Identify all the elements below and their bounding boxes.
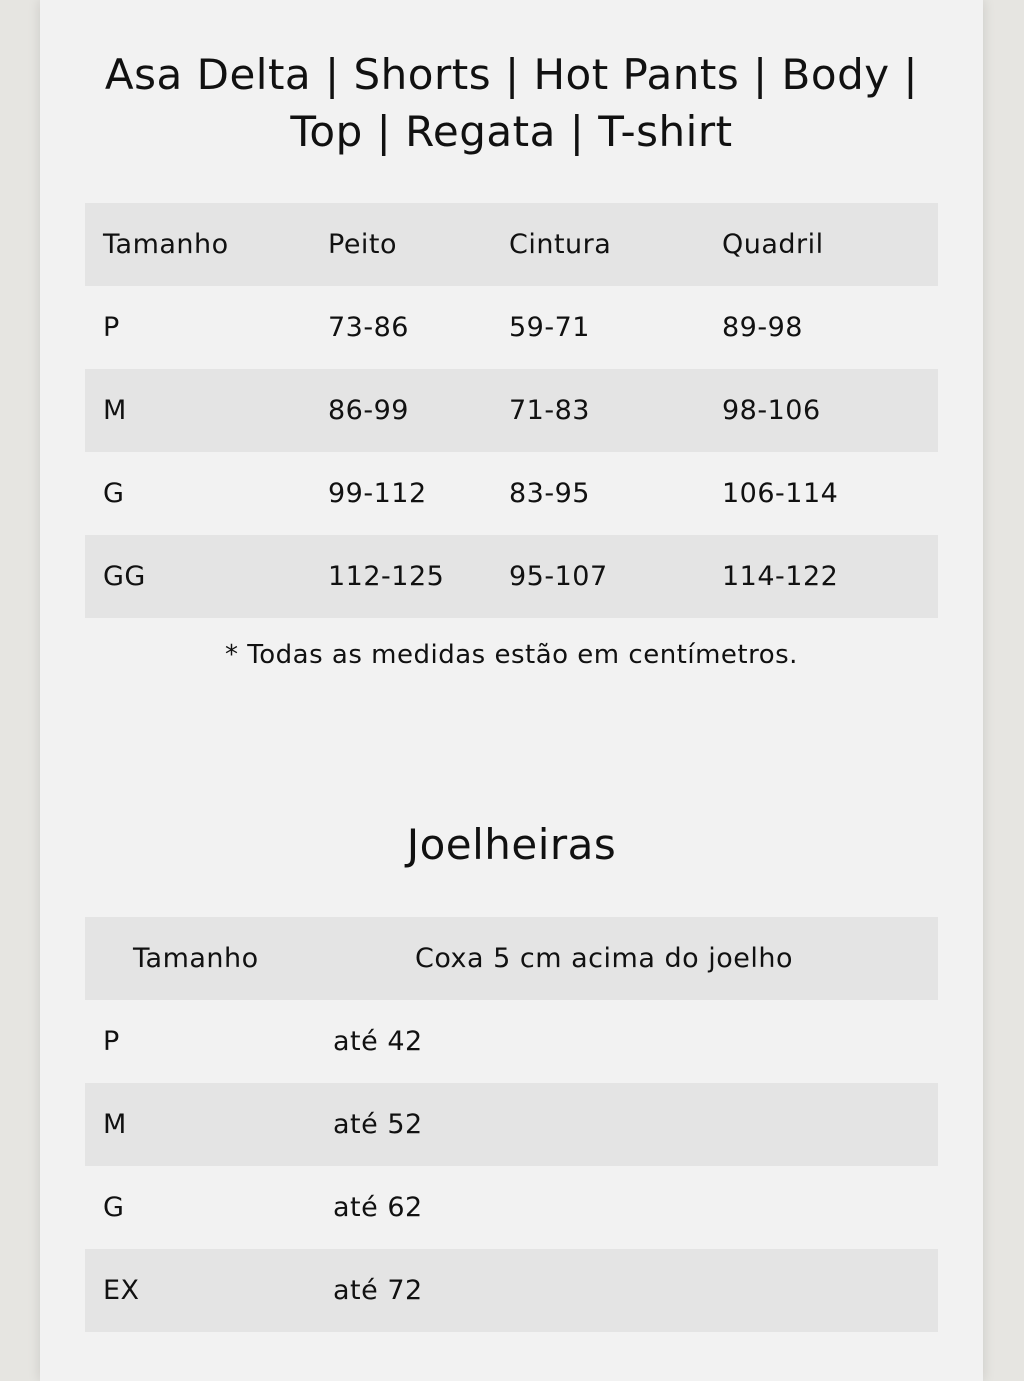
cell: G	[103, 1192, 125, 1223]
table-row: G 99-112 83-95 106-114	[85, 452, 938, 535]
cell: GG	[85, 535, 328, 618]
cell: 71-83	[509, 369, 722, 452]
cell: 86-99	[328, 369, 509, 452]
cell: 106-114	[722, 478, 839, 509]
cell: 114-122	[722, 535, 938, 618]
cell: 73-86	[328, 312, 409, 343]
header-cell: Peito	[328, 203, 509, 286]
cell: até 52	[315, 1083, 938, 1166]
cell: 98-106	[722, 369, 938, 452]
header-cell: Tamanho	[85, 203, 328, 286]
cell: G	[103, 478, 125, 509]
cell: 59-71	[509, 312, 590, 343]
table-row: EX até 72	[85, 1249, 938, 1332]
cell: M	[85, 369, 328, 452]
title-line-2: Top | Regata | T-shirt	[290, 107, 733, 156]
table-row: P até 42	[85, 1000, 938, 1083]
cell: P	[103, 1026, 120, 1057]
cell: até 42	[333, 1026, 423, 1057]
clothing-size-table: Tamanho Peito Cintura Quadril P 73-86 59…	[85, 203, 938, 618]
cell: M	[85, 1083, 315, 1166]
cell: 112-125	[328, 535, 509, 618]
table-row: P 73-86 59-71 89-98	[85, 286, 938, 369]
table-header-row: Tamanho Peito Cintura Quadril	[85, 203, 938, 286]
header-cell: Tamanho	[85, 917, 315, 1000]
cell: 83-95	[509, 478, 590, 509]
cell: P	[103, 312, 120, 343]
table-row: G até 62	[85, 1166, 938, 1249]
section-title-clothing: Asa Delta | Shorts | Hot Pants | Body | …	[40, 46, 983, 160]
cell: 89-98	[722, 312, 803, 343]
header-cell: Quadril	[722, 203, 938, 286]
section-title-knee-pads: Joelheiras	[406, 820, 617, 869]
cell: EX	[85, 1249, 315, 1332]
size-chart-card: Asa Delta | Shorts | Hot Pants | Body | …	[40, 0, 983, 1381]
cell: 95-107	[509, 535, 722, 618]
header-cell: Coxa 5 cm acima do joelho	[315, 917, 938, 1000]
knee-pad-size-table: Tamanho Coxa 5 cm acima do joelho P até …	[85, 917, 938, 1332]
header-cell: Cintura	[509, 203, 722, 286]
title-line-1: Asa Delta | Shorts | Hot Pants | Body |	[104, 50, 919, 99]
cell: até 62	[333, 1192, 423, 1223]
table-row: M até 52	[85, 1083, 938, 1166]
table-row: M 86-99 71-83 98-106	[85, 369, 938, 452]
table-header-row: Tamanho Coxa 5 cm acima do joelho	[85, 917, 938, 1000]
cell: até 72	[315, 1249, 938, 1332]
measurement-note: * Todas as medidas estão em centímetros.	[225, 640, 798, 670]
table-row: GG 112-125 95-107 114-122	[85, 535, 938, 618]
cell: 99-112	[328, 478, 427, 509]
